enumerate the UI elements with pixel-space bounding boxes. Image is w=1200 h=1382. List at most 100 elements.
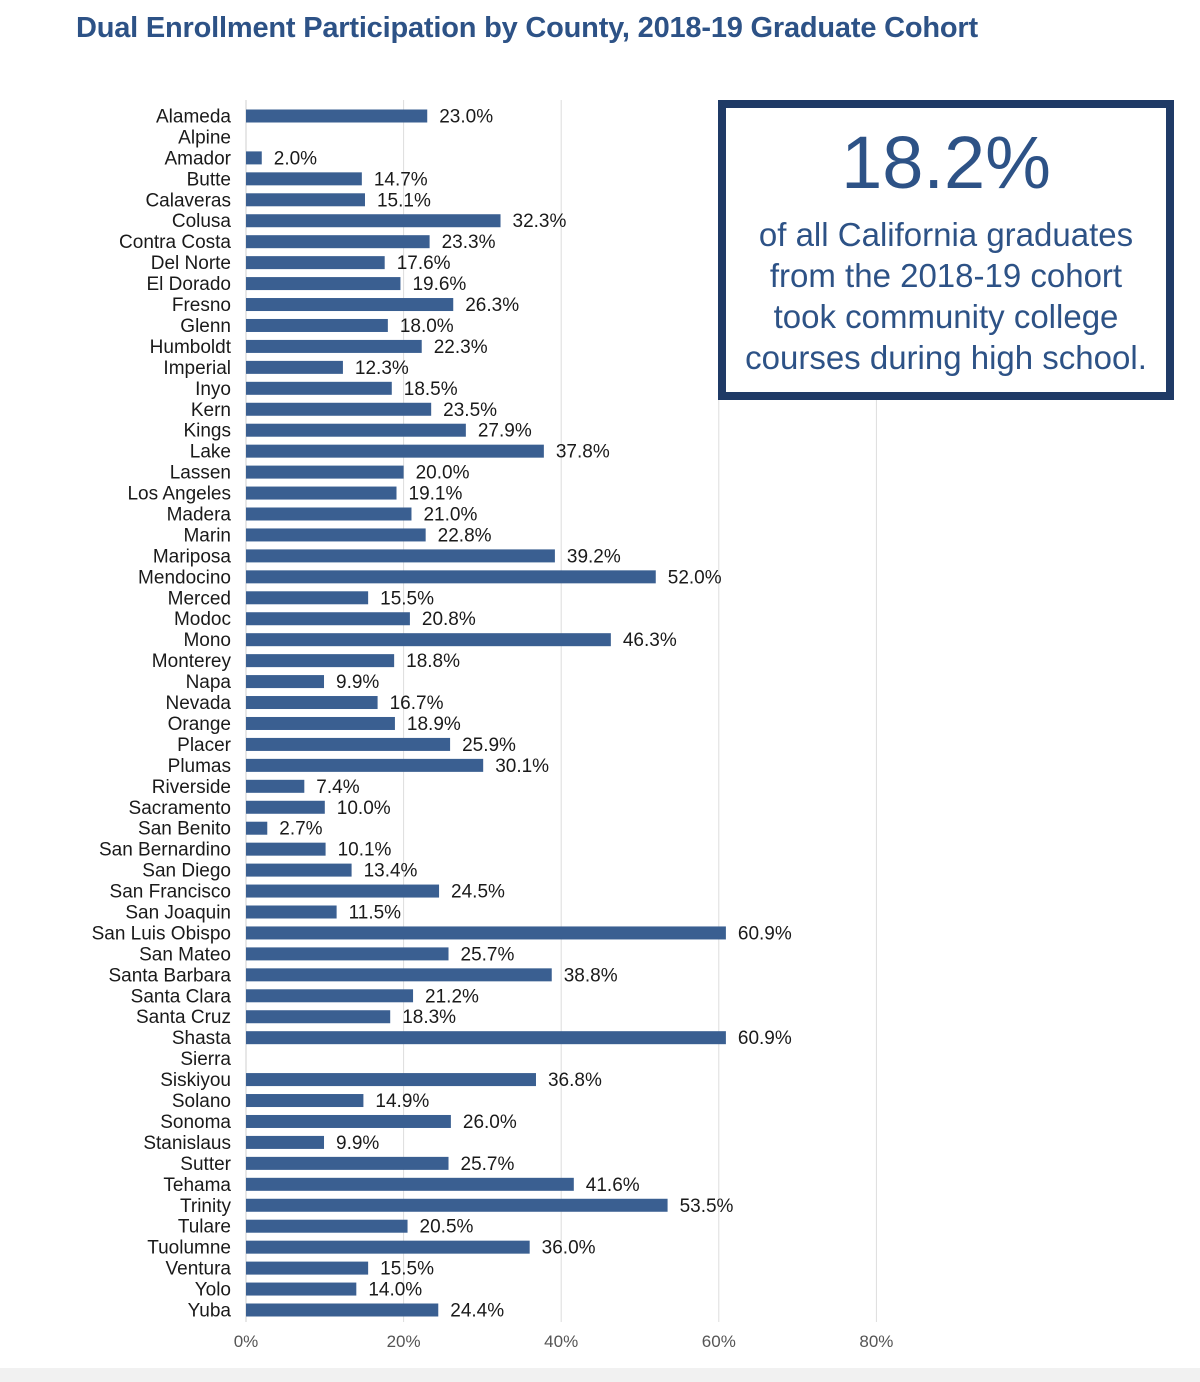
x-tick-label: 20% bbox=[387, 1332, 421, 1351]
bar bbox=[246, 151, 262, 165]
bar bbox=[246, 779, 305, 793]
bar bbox=[246, 570, 656, 584]
bar bbox=[246, 277, 401, 291]
bar bbox=[246, 318, 388, 332]
bar bbox=[246, 758, 484, 772]
value-label: 24.4% bbox=[450, 1301, 504, 1322]
bar bbox=[246, 1303, 439, 1317]
bar bbox=[246, 1094, 364, 1108]
category-label: Trinity bbox=[180, 1196, 232, 1217]
value-label: 18.3% bbox=[402, 1007, 456, 1028]
bar bbox=[246, 884, 440, 898]
callout-text: of all California graduates from the 201… bbox=[726, 214, 1166, 378]
category-label: San Mateo bbox=[139, 944, 231, 965]
category-label: Humboldt bbox=[150, 337, 232, 358]
bar bbox=[246, 968, 552, 982]
value-label: 22.3% bbox=[434, 337, 488, 358]
value-label: 20.5% bbox=[420, 1217, 474, 1238]
bar bbox=[246, 737, 451, 751]
category-label: Mendocino bbox=[138, 567, 231, 588]
category-label: Sierra bbox=[180, 1049, 231, 1070]
category-label: Inyo bbox=[195, 379, 231, 400]
category-label: Siskiyou bbox=[160, 1070, 231, 1091]
bar bbox=[246, 863, 352, 877]
bar bbox=[246, 1219, 408, 1233]
value-label: 25.7% bbox=[461, 1154, 515, 1175]
category-label: Stanislaus bbox=[143, 1133, 231, 1154]
category-label: Alameda bbox=[156, 107, 231, 128]
bar bbox=[246, 193, 365, 207]
category-label: Ventura bbox=[166, 1259, 232, 1280]
value-label: 52.0% bbox=[668, 567, 722, 588]
value-label: 39.2% bbox=[567, 546, 621, 567]
category-label: Modoc bbox=[174, 609, 231, 630]
value-label: 11.5% bbox=[349, 903, 402, 924]
bar bbox=[246, 235, 430, 249]
category-label: Placer bbox=[177, 735, 232, 756]
bar bbox=[246, 360, 343, 374]
bar bbox=[246, 947, 449, 961]
category-label: El Dorado bbox=[147, 274, 232, 295]
value-label: 15.5% bbox=[380, 588, 434, 609]
bar bbox=[246, 1177, 574, 1191]
callout-stat: 18.2% bbox=[841, 121, 1051, 204]
value-label: 60.9% bbox=[738, 923, 792, 944]
bar bbox=[246, 612, 410, 626]
value-label: 24.5% bbox=[451, 882, 505, 903]
bar bbox=[246, 444, 544, 458]
value-label: 17.6% bbox=[397, 253, 451, 274]
value-labels: 23.0%2.0%14.7%15.1%32.3%23.3%17.6%19.6%2… bbox=[274, 107, 792, 1322]
value-label: 2.7% bbox=[279, 819, 322, 840]
bar bbox=[246, 716, 395, 730]
category-label: Sacramento bbox=[129, 798, 231, 819]
category-label: Calaveras bbox=[145, 190, 231, 211]
category-label: Mono bbox=[183, 630, 231, 651]
bar bbox=[246, 842, 326, 856]
value-label: 36.8% bbox=[548, 1070, 602, 1091]
category-label: San Francisco bbox=[110, 882, 231, 903]
value-label: 9.9% bbox=[336, 1133, 379, 1154]
category-label: Orange bbox=[168, 714, 231, 735]
bar bbox=[246, 1261, 369, 1275]
category-label: Mariposa bbox=[153, 546, 232, 567]
value-label: 41.6% bbox=[586, 1175, 640, 1196]
value-label: 25.7% bbox=[461, 944, 515, 965]
bar bbox=[246, 800, 325, 814]
bars bbox=[246, 109, 726, 1317]
category-label: Nevada bbox=[166, 693, 232, 714]
category-label: Sutter bbox=[180, 1154, 231, 1175]
category-label: Yuba bbox=[188, 1301, 232, 1322]
bar bbox=[246, 172, 362, 186]
bar bbox=[246, 1156, 449, 1170]
bar bbox=[246, 821, 268, 835]
category-label: Fresno bbox=[172, 295, 231, 316]
category-label: Kings bbox=[183, 421, 231, 442]
category-label: Imperial bbox=[163, 358, 231, 379]
category-label: Butte bbox=[187, 169, 231, 190]
value-label: 38.8% bbox=[564, 965, 618, 986]
category-label: Merced bbox=[168, 588, 231, 609]
callout-line: from the 2018-19 cohort bbox=[769, 257, 1123, 294]
callout-line: took community college bbox=[773, 298, 1119, 335]
value-label: 10.1% bbox=[338, 840, 392, 861]
value-label: 20.0% bbox=[416, 463, 470, 484]
category-label: San Diego bbox=[142, 861, 231, 882]
value-label: 14.0% bbox=[368, 1280, 422, 1301]
value-label: 27.9% bbox=[478, 421, 532, 442]
value-label: 2.0% bbox=[274, 148, 317, 169]
bar bbox=[246, 109, 428, 123]
bar bbox=[246, 926, 726, 940]
category-label: Tulare bbox=[178, 1217, 231, 1238]
x-axis-ticks: 0% 20% 40% 60% 80% bbox=[234, 1332, 894, 1351]
category-label: Kern bbox=[191, 400, 231, 421]
bar bbox=[246, 1031, 726, 1045]
category-label: Santa Cruz bbox=[136, 1007, 231, 1028]
bar bbox=[246, 1010, 391, 1024]
x-tick-label: 40% bbox=[544, 1332, 578, 1351]
category-label: Napa bbox=[186, 672, 232, 693]
bottom-edge bbox=[0, 1368, 1200, 1382]
x-tick-label: 80% bbox=[859, 1332, 893, 1351]
bar bbox=[246, 1240, 530, 1254]
category-label: Del Norte bbox=[151, 253, 231, 274]
bar bbox=[246, 423, 466, 437]
